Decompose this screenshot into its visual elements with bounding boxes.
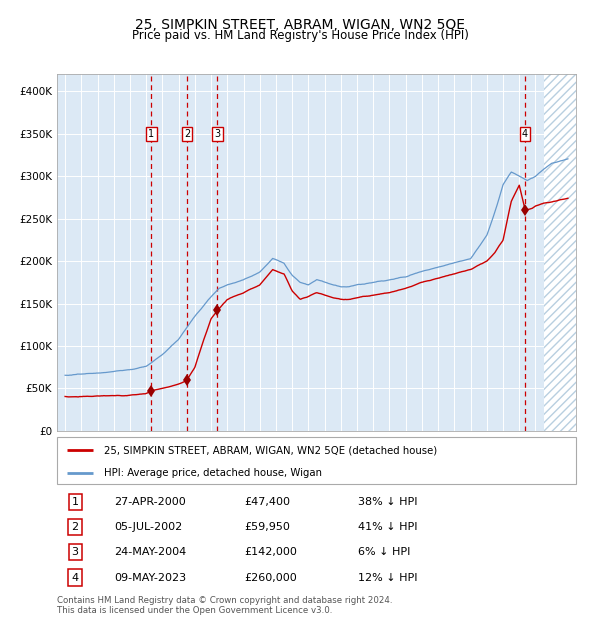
Text: 25, SIMPKIN STREET, ABRAM, WIGAN, WN2 5QE (detached house): 25, SIMPKIN STREET, ABRAM, WIGAN, WN2 5Q… [104,445,437,455]
Text: 2: 2 [71,522,79,532]
Text: £59,950: £59,950 [244,522,290,532]
Text: 05-JUL-2002: 05-JUL-2002 [114,522,182,532]
Text: 09-MAY-2023: 09-MAY-2023 [114,573,186,583]
Text: 6% ↓ HPI: 6% ↓ HPI [358,547,410,557]
FancyBboxPatch shape [57,437,576,484]
Text: Price paid vs. HM Land Registry's House Price Index (HPI): Price paid vs. HM Land Registry's House … [131,30,469,42]
Text: £47,400: £47,400 [244,497,290,507]
Text: 2: 2 [184,129,190,139]
Text: HPI: Average price, detached house, Wigan: HPI: Average price, detached house, Wiga… [104,468,322,479]
Text: £142,000: £142,000 [244,547,297,557]
Text: 41% ↓ HPI: 41% ↓ HPI [358,522,418,532]
Text: 3: 3 [214,129,220,139]
Text: 25, SIMPKIN STREET, ABRAM, WIGAN, WN2 5QE: 25, SIMPKIN STREET, ABRAM, WIGAN, WN2 5Q… [135,18,465,32]
Text: 4: 4 [71,573,79,583]
Text: £260,000: £260,000 [244,573,296,583]
Text: 1: 1 [71,497,79,507]
Text: 3: 3 [71,547,79,557]
Text: Contains HM Land Registry data © Crown copyright and database right 2024.
This d: Contains HM Land Registry data © Crown c… [57,596,392,615]
Text: 24-MAY-2004: 24-MAY-2004 [114,547,187,557]
Text: 27-APR-2000: 27-APR-2000 [114,497,186,507]
Text: 1: 1 [148,129,154,139]
Bar [544,74,576,431]
Text: 38% ↓ HPI: 38% ↓ HPI [358,497,418,507]
Text: 4: 4 [522,129,528,139]
Text: 12% ↓ HPI: 12% ↓ HPI [358,573,418,583]
